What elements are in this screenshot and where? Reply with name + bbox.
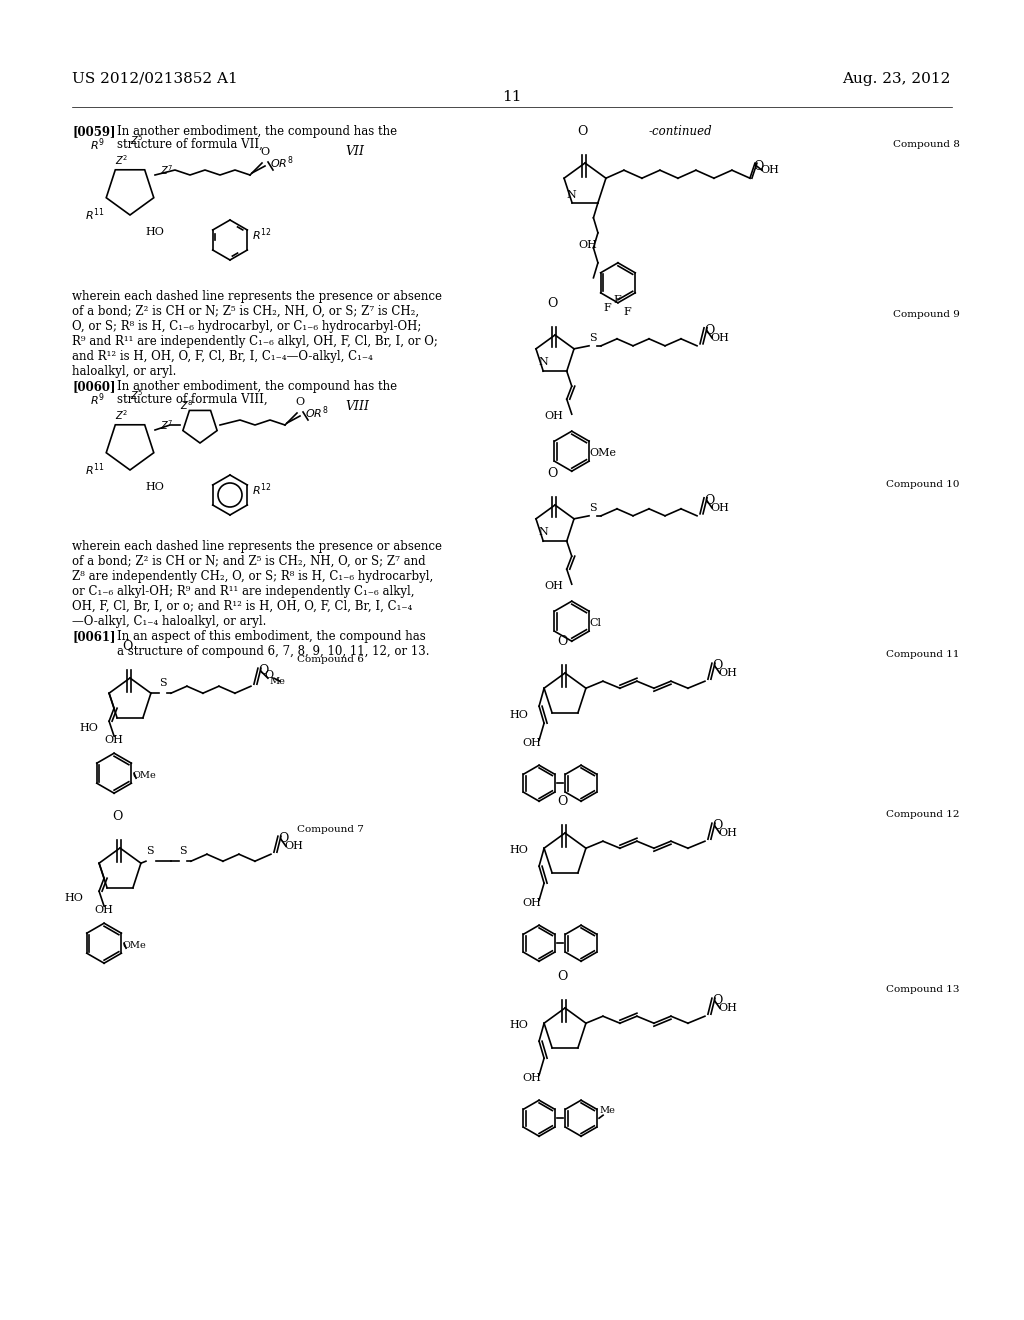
Text: HO: HO xyxy=(65,894,83,903)
Text: O: O xyxy=(705,323,715,337)
Text: OH: OH xyxy=(760,165,779,176)
Text: Compound 10: Compound 10 xyxy=(887,480,961,488)
Text: HO: HO xyxy=(509,845,528,855)
Text: S: S xyxy=(159,678,167,688)
Text: O: O xyxy=(112,810,123,822)
Text: O: O xyxy=(547,297,557,310)
Text: $R^9$: $R^9$ xyxy=(90,392,104,408)
Text: VII: VII xyxy=(345,145,364,158)
Text: Me: Me xyxy=(270,677,286,686)
Text: O: O xyxy=(712,659,722,672)
Text: Compound 8: Compound 8 xyxy=(893,140,961,149)
Text: OMe: OMe xyxy=(590,449,616,458)
Text: Compound 13: Compound 13 xyxy=(887,985,961,994)
Text: $OR^8$: $OR^8$ xyxy=(270,154,294,172)
Text: Compound 9: Compound 9 xyxy=(893,310,961,319)
Text: OH: OH xyxy=(718,828,737,838)
Text: $Z^8$: $Z^8$ xyxy=(180,399,194,412)
Text: O: O xyxy=(557,795,567,808)
Text: O: O xyxy=(577,125,588,139)
Text: $Z^2$: $Z^2$ xyxy=(115,153,128,168)
Text: OH: OH xyxy=(710,333,729,343)
Text: structure of formula VIII,: structure of formula VIII, xyxy=(117,393,267,407)
Text: OH: OH xyxy=(718,1003,737,1014)
Text: O: O xyxy=(264,671,273,680)
Text: O: O xyxy=(557,635,567,648)
Text: OMe: OMe xyxy=(122,941,145,950)
Text: N: N xyxy=(539,527,548,537)
Text: $Z^2$: $Z^2$ xyxy=(115,408,128,422)
Text: HO: HO xyxy=(509,710,528,721)
Text: S: S xyxy=(589,333,597,343)
Text: O: O xyxy=(712,994,722,1007)
Text: In another embodiment, the compound has the: In another embodiment, the compound has … xyxy=(117,125,397,139)
Text: O: O xyxy=(712,820,722,832)
Text: -continued: -continued xyxy=(648,125,712,139)
Text: VIII: VIII xyxy=(345,400,369,413)
Text: OH: OH xyxy=(718,668,737,678)
Text: Compound 6: Compound 6 xyxy=(297,655,364,664)
Text: OH: OH xyxy=(545,412,563,421)
Text: O: O xyxy=(122,640,132,653)
Text: structure of formula VII,: structure of formula VII, xyxy=(117,139,263,150)
Text: OMe: OMe xyxy=(132,771,156,780)
Text: $R^9$: $R^9$ xyxy=(90,137,104,153)
Text: O: O xyxy=(258,664,268,677)
Text: O: O xyxy=(278,832,289,845)
Text: $Z^5$: $Z^5$ xyxy=(130,388,143,403)
Text: [0059]: [0059] xyxy=(72,125,116,139)
Text: 11: 11 xyxy=(502,90,522,104)
Text: OH: OH xyxy=(522,1073,541,1084)
Text: OH: OH xyxy=(522,898,541,908)
Text: HO: HO xyxy=(79,723,98,733)
Text: $OR^8$: $OR^8$ xyxy=(305,405,329,421)
Text: O: O xyxy=(295,397,304,407)
Text: Compound 7: Compound 7 xyxy=(297,825,364,834)
Text: F: F xyxy=(603,302,610,313)
Text: HO: HO xyxy=(145,482,164,492)
Text: O: O xyxy=(753,160,763,173)
Text: $R^{12}$: $R^{12}$ xyxy=(252,227,271,243)
Text: [0061]: [0061] xyxy=(72,630,116,643)
Text: Compound 11: Compound 11 xyxy=(887,649,961,659)
Text: wherein each dashed line represents the presence or absence
of a bond; Z² is CH : wherein each dashed line represents the … xyxy=(72,290,442,378)
Text: O: O xyxy=(557,970,567,983)
Text: Cl: Cl xyxy=(590,618,602,628)
Text: OH: OH xyxy=(710,503,729,512)
Text: O: O xyxy=(260,147,269,157)
Text: OH: OH xyxy=(522,738,541,748)
Text: $Z^5$: $Z^5$ xyxy=(130,133,143,147)
Text: N: N xyxy=(566,190,575,199)
Text: OH: OH xyxy=(284,841,303,851)
Text: wherein each dashed line represents the presence or absence
of a bond; Z² is CH : wherein each dashed line represents the … xyxy=(72,540,442,628)
Text: HO: HO xyxy=(145,227,164,238)
Text: $Z^7$: $Z^7$ xyxy=(160,418,173,432)
Text: Compound 12: Compound 12 xyxy=(887,810,961,818)
Text: S: S xyxy=(146,846,154,857)
Text: OH: OH xyxy=(104,735,123,746)
Text: OH: OH xyxy=(578,240,597,249)
Text: S: S xyxy=(589,503,597,512)
Text: OH: OH xyxy=(94,906,113,915)
Text: $R^{12}$: $R^{12}$ xyxy=(252,482,271,499)
Text: Me: Me xyxy=(599,1106,615,1115)
Text: OH: OH xyxy=(545,581,563,591)
Text: S: S xyxy=(179,846,186,857)
Text: In another embodiment, the compound has the: In another embodiment, the compound has … xyxy=(117,380,397,393)
Text: O: O xyxy=(705,494,715,507)
Text: HO: HO xyxy=(509,1020,528,1030)
Text: O: O xyxy=(547,467,557,480)
Text: Aug. 23, 2012: Aug. 23, 2012 xyxy=(842,73,950,86)
Text: $R^{11}$: $R^{11}$ xyxy=(85,462,104,478)
Text: F: F xyxy=(613,294,621,305)
Text: [0060]: [0060] xyxy=(72,380,116,393)
Text: N: N xyxy=(539,358,548,367)
Text: In an aspect of this embodiment, the compound has
a structure of compound 6, 7, : In an aspect of this embodiment, the com… xyxy=(117,630,429,657)
Text: $R^{11}$: $R^{11}$ xyxy=(85,207,104,223)
Text: US 2012/0213852 A1: US 2012/0213852 A1 xyxy=(72,73,238,86)
Text: $Z^7$: $Z^7$ xyxy=(160,164,173,177)
Text: F: F xyxy=(623,306,631,317)
